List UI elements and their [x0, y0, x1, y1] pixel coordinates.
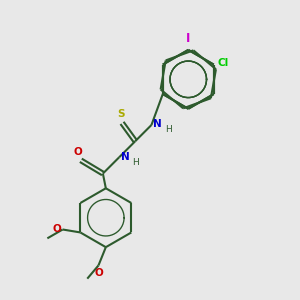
Text: S: S: [117, 110, 124, 119]
Text: I: I: [186, 32, 190, 46]
Text: N: N: [153, 119, 162, 129]
Text: O: O: [74, 147, 82, 158]
Text: H: H: [165, 125, 172, 134]
Text: N: N: [121, 152, 129, 162]
Text: H: H: [132, 158, 139, 167]
Text: O: O: [94, 268, 103, 278]
Text: O: O: [52, 224, 61, 234]
Text: Cl: Cl: [217, 58, 229, 68]
